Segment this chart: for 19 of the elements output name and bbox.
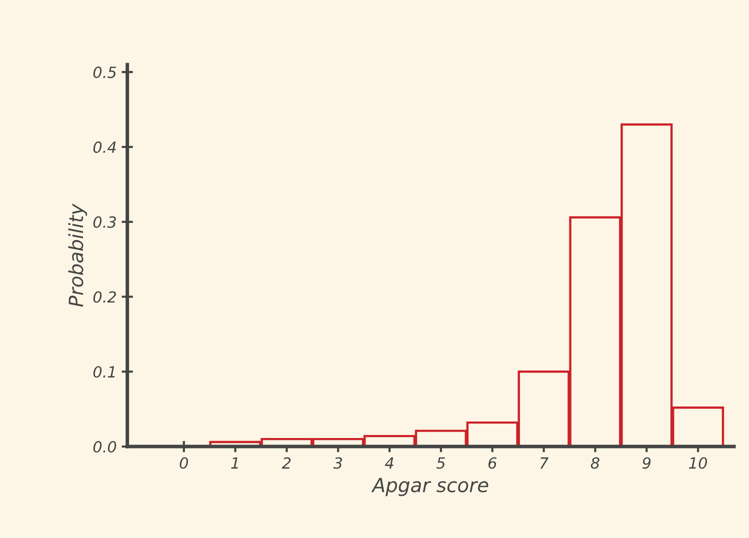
x-tick-label: 6 — [488, 457, 497, 469]
y-tick-label: 0.0 — [93, 441, 116, 453]
x-tick-label: 3 — [333, 457, 342, 469]
x-tick-label: 5 — [436, 457, 445, 469]
y-tick-label: 0.2 — [93, 291, 116, 303]
x-tick-label: 1 — [231, 457, 238, 469]
x-tick-label: 8 — [590, 457, 600, 469]
y-tick-label: 0.1 — [93, 366, 115, 378]
x-tick-label: 7 — [540, 457, 549, 469]
x-tick-label: 4 — [384, 457, 394, 469]
y-tick-label: 0.4 — [93, 141, 116, 153]
y-tick-label: 0.3 — [93, 216, 116, 228]
y-axis-title: Probability — [68, 204, 88, 307]
x-axis-title: Apgar score — [371, 478, 488, 496]
x-tick-label: 10 — [689, 457, 707, 469]
x-tick-label: 2 — [282, 457, 291, 469]
y-tick-label: 0.5 — [93, 66, 116, 78]
x-tick-label: 9 — [642, 457, 651, 469]
x-tick-label: 0 — [180, 457, 188, 469]
